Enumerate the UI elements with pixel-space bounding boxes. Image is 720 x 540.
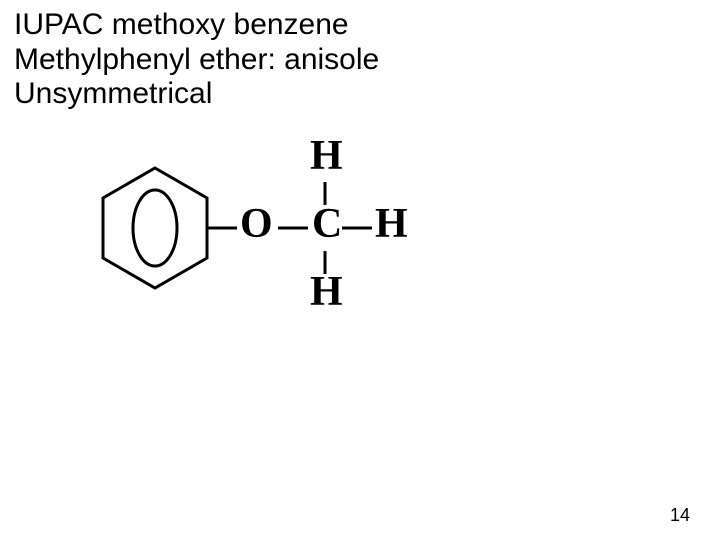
molecule-svg (80, 120, 500, 340)
title-line-2: Methylphenyl ether: anisole (14, 43, 379, 78)
atom-H-bottom: H (310, 268, 343, 316)
atom-C: C (312, 200, 342, 248)
atom-H-right: H (375, 200, 408, 248)
molecule-diagram: O C H H H (80, 120, 500, 340)
benzene-inner-ellipse (133, 190, 177, 266)
benzene-hexagon (103, 168, 207, 288)
title-text-block: IUPAC methoxy benzene Methylphenyl ether… (14, 8, 379, 112)
page-number: 14 (670, 505, 690, 526)
title-line-3: Unsymmetrical (14, 77, 379, 112)
atom-H-top: H (310, 132, 343, 180)
atom-O: O (240, 200, 273, 248)
title-line-1: IUPAC methoxy benzene (14, 8, 379, 43)
